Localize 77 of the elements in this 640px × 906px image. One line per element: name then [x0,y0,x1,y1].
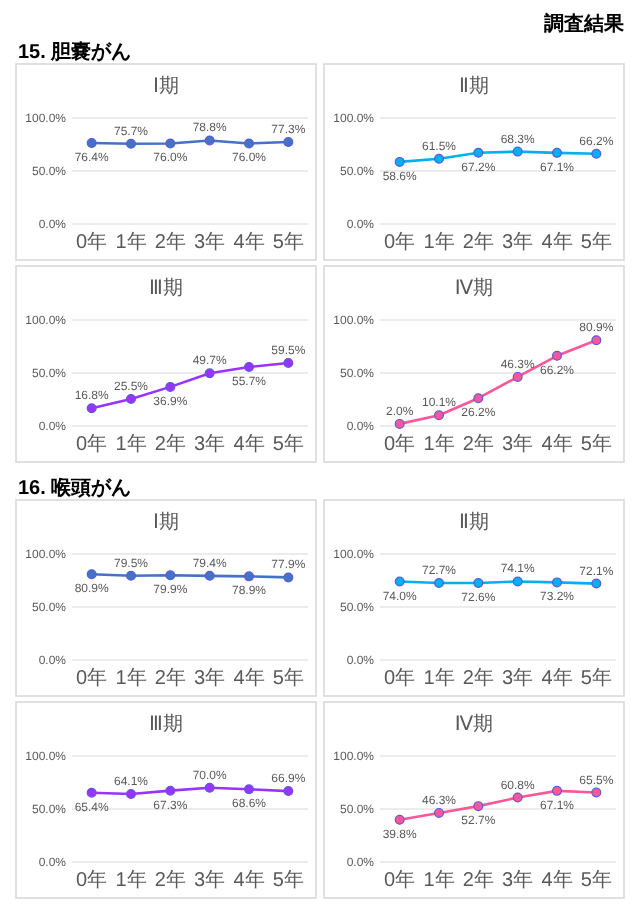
x-tick-label: 2年 [462,432,494,456]
chart-title: Ⅳ期 [454,276,494,300]
x-tick-label: 0年 [76,230,108,254]
x-tick-label: 0年 [384,666,416,690]
x-tick-label: 5年 [580,432,612,456]
x-tick-label: 0年 [76,868,108,892]
point [473,393,484,404]
point [165,381,176,392]
x-tick-label: 4年 [541,432,573,456]
x-tick-label: 3年 [194,230,226,254]
text: 15. 胆嚢がん [18,40,132,64]
x-tick-label: 4年 [233,868,265,892]
point [126,393,136,404]
x-tick-label: 4年 [233,666,265,690]
x-tick-label: 1年 [423,666,455,690]
x-tick-label: 3年 [502,432,534,456]
point [283,357,294,368]
x-tick-label: 1年 [423,868,455,892]
x-tick-label: 5年 [580,868,612,892]
x-tick-label: 4年 [233,230,265,254]
chart-title: Ⅲ期 [149,712,183,736]
x-tick-label: 3年 [502,868,534,892]
x-tick-label: 0年 [384,230,416,254]
chart-title: Ⅱ期 [459,74,489,98]
point [591,787,602,798]
x-tick-label: 4年 [541,868,573,892]
x-tick-label: 2年 [154,432,186,456]
x-tick-label: 2年 [154,666,186,690]
point [552,350,562,361]
x-tick-label: 2年 [154,230,186,254]
chart-title: Ⅲ期 [149,276,183,300]
x-tick-label: 0年 [384,868,416,892]
x-tick-label: 2年 [462,666,494,690]
text: 調査結果 [542,12,626,36]
point [204,368,215,379]
x-tick-label: 1年 [115,432,147,456]
x-tick-label: 0年 [76,432,108,456]
point [591,335,602,346]
point [394,418,405,429]
point [552,785,562,796]
text: 16. 喉頭がん [18,476,132,500]
x-tick-label: 5年 [272,666,304,690]
x-tick-label: 1年 [115,666,147,690]
x-tick-label: 3年 [194,868,226,892]
point [244,361,254,372]
point [86,403,97,414]
x-tick-label: 3年 [194,432,226,456]
x-tick-label: 5年 [580,666,612,690]
chart-title: Ⅳ期 [454,712,494,736]
point [434,410,444,421]
chart-title: Ⅰ期 [153,74,179,98]
point [434,807,444,818]
x-tick-label: 0年 [384,432,416,456]
x-tick-label: 0年 [76,666,108,690]
chart-title: Ⅰ期 [153,510,179,534]
x-tick-label: 5年 [272,868,304,892]
x-tick-label: 1年 [115,868,147,892]
x-tick-label: 4年 [541,666,573,690]
x-tick-label: 2年 [154,868,186,892]
x-tick-label: 2年 [462,230,494,254]
x-tick-label: 3年 [194,666,226,690]
point [512,792,523,803]
point [512,371,523,382]
x-tick-label: 1年 [423,432,455,456]
x-tick-label: 3年 [502,666,534,690]
x-tick-label: 4年 [541,230,573,254]
chart-title: Ⅱ期 [459,510,489,534]
x-tick-label: 5年 [580,230,612,254]
x-tick-label: 3年 [502,230,534,254]
x-tick-label: 4年 [233,432,265,456]
x-tick-label: 1年 [115,230,147,254]
x-tick-label: 5年 [272,230,304,254]
x-tick-label: 5年 [272,432,304,456]
x-tick-label: 2年 [462,868,494,892]
point [473,801,484,812]
point [394,814,405,825]
x-tick-label: 1年 [423,230,455,254]
